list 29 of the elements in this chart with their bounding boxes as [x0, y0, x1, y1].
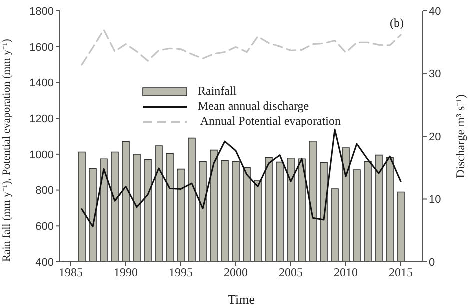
legend-label: Annual Potential evaporation	[199, 114, 341, 129]
x-tick-label: 1990	[114, 266, 138, 280]
y2-axis-title: Discharge m³ s⁻¹)	[453, 94, 468, 178]
annotation: (b)	[390, 16, 404, 31]
legend-label: Mean annual discharge	[198, 99, 310, 114]
x-tick-label: 2010	[334, 266, 358, 280]
x-tick-label: 2000	[224, 266, 248, 280]
y-tick-label: 400	[36, 256, 54, 269]
x-tick-label: 2015	[389, 266, 413, 280]
y-tick-label: 600	[36, 221, 54, 234]
y2-tick-label: 30	[429, 68, 442, 81]
y-tick-label: 1000	[30, 149, 54, 162]
x-tick-label: 2005	[279, 266, 303, 280]
y-tick-label: 1600	[30, 42, 54, 54]
y-tick-label: 800	[36, 185, 54, 198]
x-axis-title: Time	[228, 292, 256, 307]
y-tick-label: 1400	[30, 78, 54, 90]
legend-label: Rainfall	[198, 84, 237, 99]
line-series	[81, 128, 402, 228]
y-tick-label: 1200	[30, 113, 54, 126]
y-axis-title: Rain fall (mm y⁻¹), Potential evaporation (mm y⁻¹)	[0, 38, 13, 262]
y2-tick-label: 20	[429, 131, 442, 144]
line-series	[81, 29, 402, 66]
x-tick-label: 1985	[59, 266, 83, 280]
y2-tick-label: 0	[429, 256, 436, 269]
y-tick-label: 1800	[30, 6, 54, 18]
y2-tick-label: 40	[429, 6, 442, 18]
y2-tick-label: 10	[429, 194, 442, 206]
x-tick-label: 1995	[169, 266, 193, 280]
